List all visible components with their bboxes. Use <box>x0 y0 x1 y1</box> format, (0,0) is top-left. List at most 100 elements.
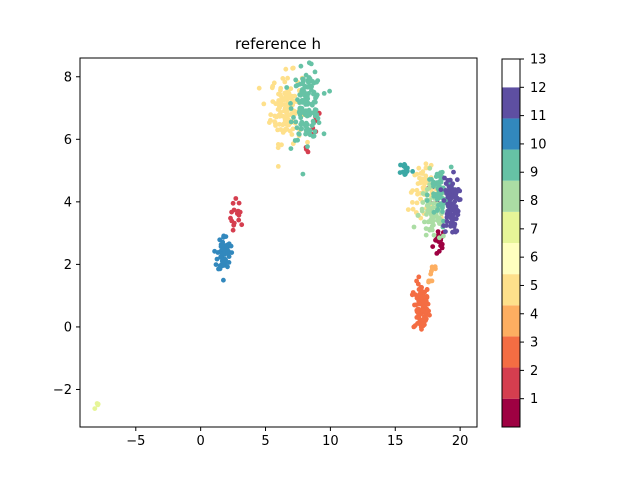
data-point-label-9 <box>312 69 318 75</box>
data-point-label-12 <box>457 188 463 194</box>
data-point-label-1 <box>435 229 441 235</box>
data-point-label-5 <box>284 108 290 114</box>
data-point-label-5 <box>305 139 310 145</box>
data-point-label-8 <box>422 219 427 225</box>
colorbar-segment <box>502 305 520 337</box>
data-point-label-9 <box>441 218 446 224</box>
data-point-label-9 <box>288 119 294 125</box>
data-point-label-2 <box>233 196 239 201</box>
data-point-label-5 <box>418 179 424 185</box>
data-point-label-2 <box>230 200 236 206</box>
y-tick-label: 0 <box>64 320 72 335</box>
data-point-label-5 <box>421 187 426 192</box>
data-point-label-5 <box>290 126 296 132</box>
data-point-label-3 <box>412 323 418 329</box>
data-point-label-5 <box>270 83 276 89</box>
data-point-label-12 <box>451 169 456 175</box>
data-point-label-11 <box>228 243 234 249</box>
data-point-label-4 <box>426 279 431 285</box>
data-point-label-8 <box>429 227 435 233</box>
data-point-label-8 <box>423 232 429 238</box>
data-point-label-5 <box>414 200 420 206</box>
data-point-label-12 <box>443 223 449 228</box>
y-tick-label: −2 <box>53 383 72 398</box>
data-point-label-8 <box>425 208 430 214</box>
y-axis: −2 0 2 4 6 8 <box>53 70 80 398</box>
data-point-label-10 <box>402 172 408 178</box>
colorbar-segment <box>502 180 520 212</box>
data-point-label-9 <box>284 85 290 90</box>
colorbar-tick-label: 1 <box>530 392 538 407</box>
data-point-label-3 <box>420 317 426 322</box>
colorbar-segment <box>502 274 520 306</box>
data-point-label-11 <box>226 260 232 265</box>
data-point-label-12 <box>452 209 458 214</box>
data-point-label-5 <box>423 165 429 171</box>
data-point-label-5 <box>414 187 420 193</box>
data-point-label-5 <box>280 122 286 128</box>
data-point-label-5 <box>289 132 295 137</box>
data-point-label-9 <box>295 97 300 103</box>
data-point-label-1 <box>439 245 445 251</box>
data-point-label-9 <box>299 126 304 131</box>
colorbar-segment <box>502 336 520 368</box>
data-point-label-9 <box>424 192 430 198</box>
data-point-label-9 <box>303 131 308 137</box>
data-point-label-2 <box>230 227 236 233</box>
colorbar-segment <box>502 367 520 399</box>
data-point-label-5 <box>281 97 287 103</box>
colorbar-tick-label: 2 <box>530 364 538 379</box>
data-point-label-11 <box>216 266 221 272</box>
data-point-label-8 <box>436 216 442 222</box>
data-point-label-9 <box>435 207 441 212</box>
data-point-label-5 <box>272 120 278 125</box>
data-point-label-3 <box>422 303 428 309</box>
data-point-label-9 <box>448 164 454 170</box>
data-point-label-8 <box>431 222 436 228</box>
data-point-label-9 <box>309 102 315 107</box>
data-point-label-9 <box>298 91 304 97</box>
data-point-label-9 <box>297 81 303 87</box>
data-point-label-5 <box>268 117 273 123</box>
data-point-label-5 <box>280 76 286 81</box>
data-point-label-9 <box>440 205 445 211</box>
data-point-label-9 <box>300 100 305 105</box>
y-tick-label: 6 <box>64 133 72 148</box>
data-point-label-3 <box>419 326 424 332</box>
data-point-label-11 <box>220 262 226 268</box>
data-point-label-9 <box>299 110 305 115</box>
colorbar-segment <box>502 149 520 181</box>
data-point-label-3 <box>427 312 432 318</box>
data-point-label-9 <box>311 91 316 97</box>
colorbar-segment <box>502 211 520 243</box>
data-point-label-5 <box>283 66 289 72</box>
data-point-label-9 <box>288 146 294 152</box>
data-point-label-8 <box>437 235 442 241</box>
colorbar-tick-label: 10 <box>530 137 547 152</box>
data-point-label-5 <box>285 75 290 81</box>
data-point-label-11 <box>225 264 230 270</box>
data-point-label-9 <box>309 123 315 128</box>
data-point-label-5 <box>272 113 278 119</box>
colorbar-tick-label: 7 <box>530 222 538 237</box>
data-point-label-9 <box>305 96 311 102</box>
data-point-label-11 <box>221 277 226 283</box>
data-point-label-3 <box>414 278 419 284</box>
data-point-label-9 <box>327 88 332 94</box>
data-point-label-9 <box>305 144 310 150</box>
data-point-label-9 <box>309 87 314 93</box>
data-point-label-5 <box>278 109 283 115</box>
colorbar-segment <box>502 398 520 427</box>
data-point-label-8 <box>441 233 446 239</box>
data-point-label-8 <box>431 232 437 238</box>
colorbar-tick-label: 11 <box>530 109 547 124</box>
data-point-label-9 <box>310 134 316 139</box>
data-point-label-5 <box>412 172 418 178</box>
data-point-label-5 <box>279 113 285 119</box>
data-point-label-9 <box>300 171 306 177</box>
data-point-label-8 <box>424 212 429 217</box>
data-point-label-3 <box>420 307 426 313</box>
data-point-label-9 <box>291 115 296 120</box>
data-point-label-5 <box>282 79 288 85</box>
